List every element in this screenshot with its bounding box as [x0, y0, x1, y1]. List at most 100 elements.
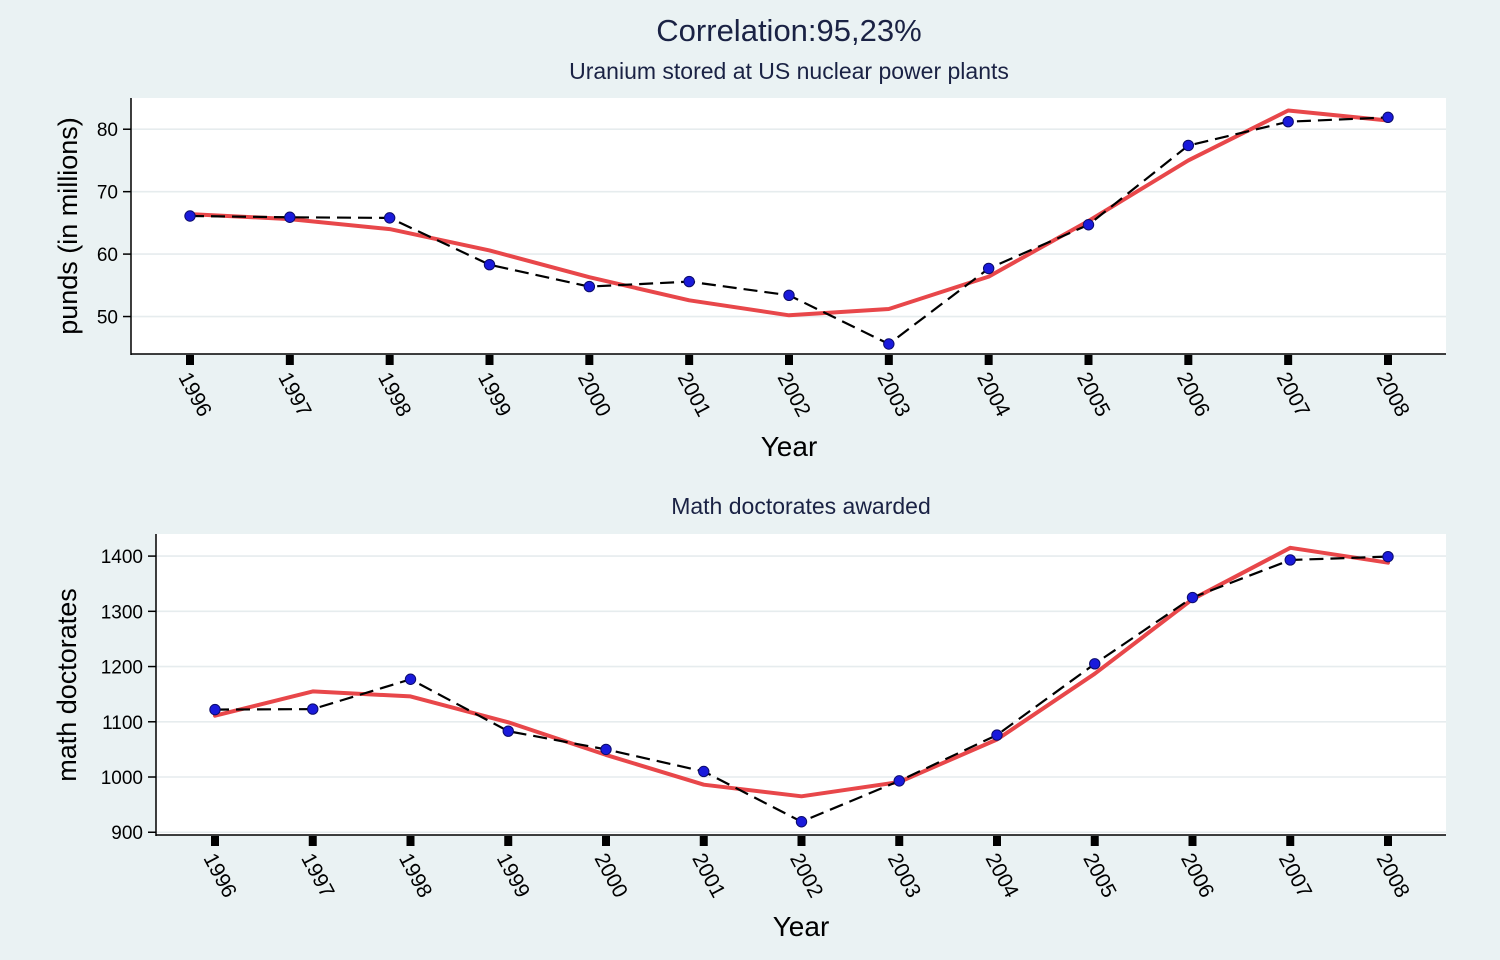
doctorates-data-point	[209, 703, 221, 716]
uranium-x-tick	[685, 355, 694, 365]
uranium-x-tick	[884, 355, 893, 365]
uranium-data-point	[1182, 139, 1195, 152]
doctorates-x-tick	[797, 836, 806, 846]
doctorates-chart-panel: Math doctorates awarded math doctorates …	[52, 493, 1446, 942]
uranium-data-point	[583, 280, 596, 293]
doctorates-x-tick	[504, 836, 513, 846]
doctorates-y-tick-label: 1000	[101, 768, 143, 789]
uranium-x-tick	[984, 355, 993, 365]
uranium-data-point	[982, 262, 995, 275]
uranium-data-point	[883, 338, 895, 350]
uranium-x-tick	[485, 355, 494, 365]
uranium-chart-title: Uranium stored at US nuclear power plant…	[569, 58, 1009, 84]
doctorates-y-tick-label: 900	[111, 823, 143, 844]
uranium-x-tick-label: 2007	[1272, 369, 1314, 421]
uranium-trend-line	[188, 108, 1390, 318]
uranium-x-tick	[186, 355, 194, 365]
doctorates-data-point	[1089, 658, 1101, 670]
doctorates-data-point	[502, 725, 514, 737]
uranium-x-tick	[1384, 355, 1392, 365]
uranium-x-tick	[385, 355, 394, 365]
uranium-chart-panel: Uranium stored at US nuclear power plant…	[53, 58, 1446, 462]
uranium-y-tick-label: 50	[97, 308, 118, 329]
doctorates-y-axis-label: math doctorates	[52, 588, 82, 782]
uranium-x-axis-label: Year	[761, 431, 818, 462]
uranium-y-tick-label: 60	[97, 245, 118, 266]
uranium-y-tick-label: 70	[97, 183, 118, 204]
doctorates-x-tick	[1286, 836, 1295, 846]
doctorates-x-tick-label: 1996	[199, 850, 241, 902]
doctorates-x-tick	[602, 836, 610, 846]
doctorates-data-point	[600, 743, 612, 756]
doctorates-x-tick-label: 1997	[296, 850, 338, 902]
uranium-data-point	[1382, 111, 1394, 124]
doctorates-x-tick	[1090, 836, 1099, 846]
uranium-x-tick	[1284, 355, 1293, 365]
uranium-data-point	[483, 259, 496, 271]
uranium-x-tick	[1184, 355, 1193, 365]
uranium-x-tick	[1084, 355, 1093, 365]
doctorates-x-tick-label: 2005	[1078, 850, 1120, 902]
uranium-x-tick-label: 1999	[473, 369, 515, 421]
doctorates-plot-area	[156, 534, 1446, 835]
uranium-data-point	[1082, 219, 1095, 231]
doctorates-data-point	[404, 673, 417, 685]
doctorates-x-tick-label: 2000	[590, 850, 632, 902]
doctorates-x-tick-label: 2001	[687, 850, 729, 902]
doctorates-x-tick	[895, 836, 904, 846]
uranium-x-tick	[785, 355, 793, 365]
doctorates-y-tick-label: 1200	[101, 658, 143, 679]
doctorates-y-tick-label: 1100	[102, 713, 143, 734]
doctorates-y-tick-label: 1400	[101, 547, 143, 568]
uranium-x-tick	[585, 355, 594, 365]
doctorates-x-tick-label: 2003	[883, 850, 925, 902]
doctorates-x-tick	[699, 836, 708, 846]
doctorates-data-point	[893, 775, 905, 787]
uranium-data-point	[383, 212, 396, 224]
doctorates-chart-title: Math doctorates awarded	[671, 493, 931, 519]
uranium-x-tick-label: 2000	[573, 369, 615, 421]
uranium-x-tick-label: 2003	[872, 369, 914, 421]
uranium-data-point	[1282, 116, 1294, 128]
uranium-x-tick	[285, 355, 294, 365]
doctorates-x-tick-label: 1998	[394, 850, 436, 902]
doctorates-x-tick-label: 2004	[981, 850, 1023, 902]
doctorates-x-tick	[993, 836, 1001, 846]
doctorates-data-point	[1382, 550, 1394, 563]
doctorates-x-tick	[406, 836, 415, 846]
doctorates-x-tick-label: 2002	[785, 850, 827, 902]
uranium-x-tick-label: 1996	[174, 369, 216, 421]
doctorates-data-point	[1186, 591, 1199, 604]
doctorates-x-tick	[1384, 836, 1392, 846]
doctorates-data-point	[991, 729, 1003, 741]
uranium-x-tick-label: 2004	[972, 369, 1014, 421]
doctorates-y-tick-label: 1300	[101, 602, 143, 623]
doctorates-x-tick-label: 2007	[1274, 850, 1316, 902]
uranium-data-point	[683, 275, 695, 288]
uranium-x-tick-label: 2001	[673, 369, 715, 421]
uranium-x-tick-label: 2002	[773, 369, 815, 421]
uranium-x-tick-label: 1998	[373, 369, 415, 421]
doctorates-x-axis-label: Year	[773, 911, 830, 942]
doctorates-data-point	[307, 703, 319, 715]
uranium-data-point	[284, 211, 296, 223]
uranium-x-tick-label: 2008	[1372, 369, 1414, 421]
figure-title: Correlation:95,23%	[656, 13, 921, 48]
doctorates-x-tick-label: 2006	[1176, 850, 1218, 902]
doctorates-x-tick	[308, 836, 317, 846]
uranium-y-tick-label: 80	[97, 120, 118, 141]
uranium-y-axis-label: punds (in millions)	[53, 117, 83, 335]
uranium-data-point	[184, 210, 196, 222]
doctorates-x-tick	[211, 836, 219, 846]
doctorates-x-tick-label: 1999	[492, 850, 534, 902]
uranium-x-tick-label: 2006	[1172, 369, 1214, 421]
uranium-data-point	[783, 289, 795, 302]
doctorates-x-tick-label: 2008	[1372, 850, 1414, 902]
uranium-x-tick-label: 2005	[1072, 369, 1114, 421]
doctorates-data-point	[795, 816, 808, 828]
doctorates-data-point	[1284, 554, 1296, 566]
doctorates-x-tick	[1188, 836, 1197, 846]
uranium-x-tick-label: 1997	[273, 369, 315, 421]
doctorates-data-point	[698, 765, 710, 778]
